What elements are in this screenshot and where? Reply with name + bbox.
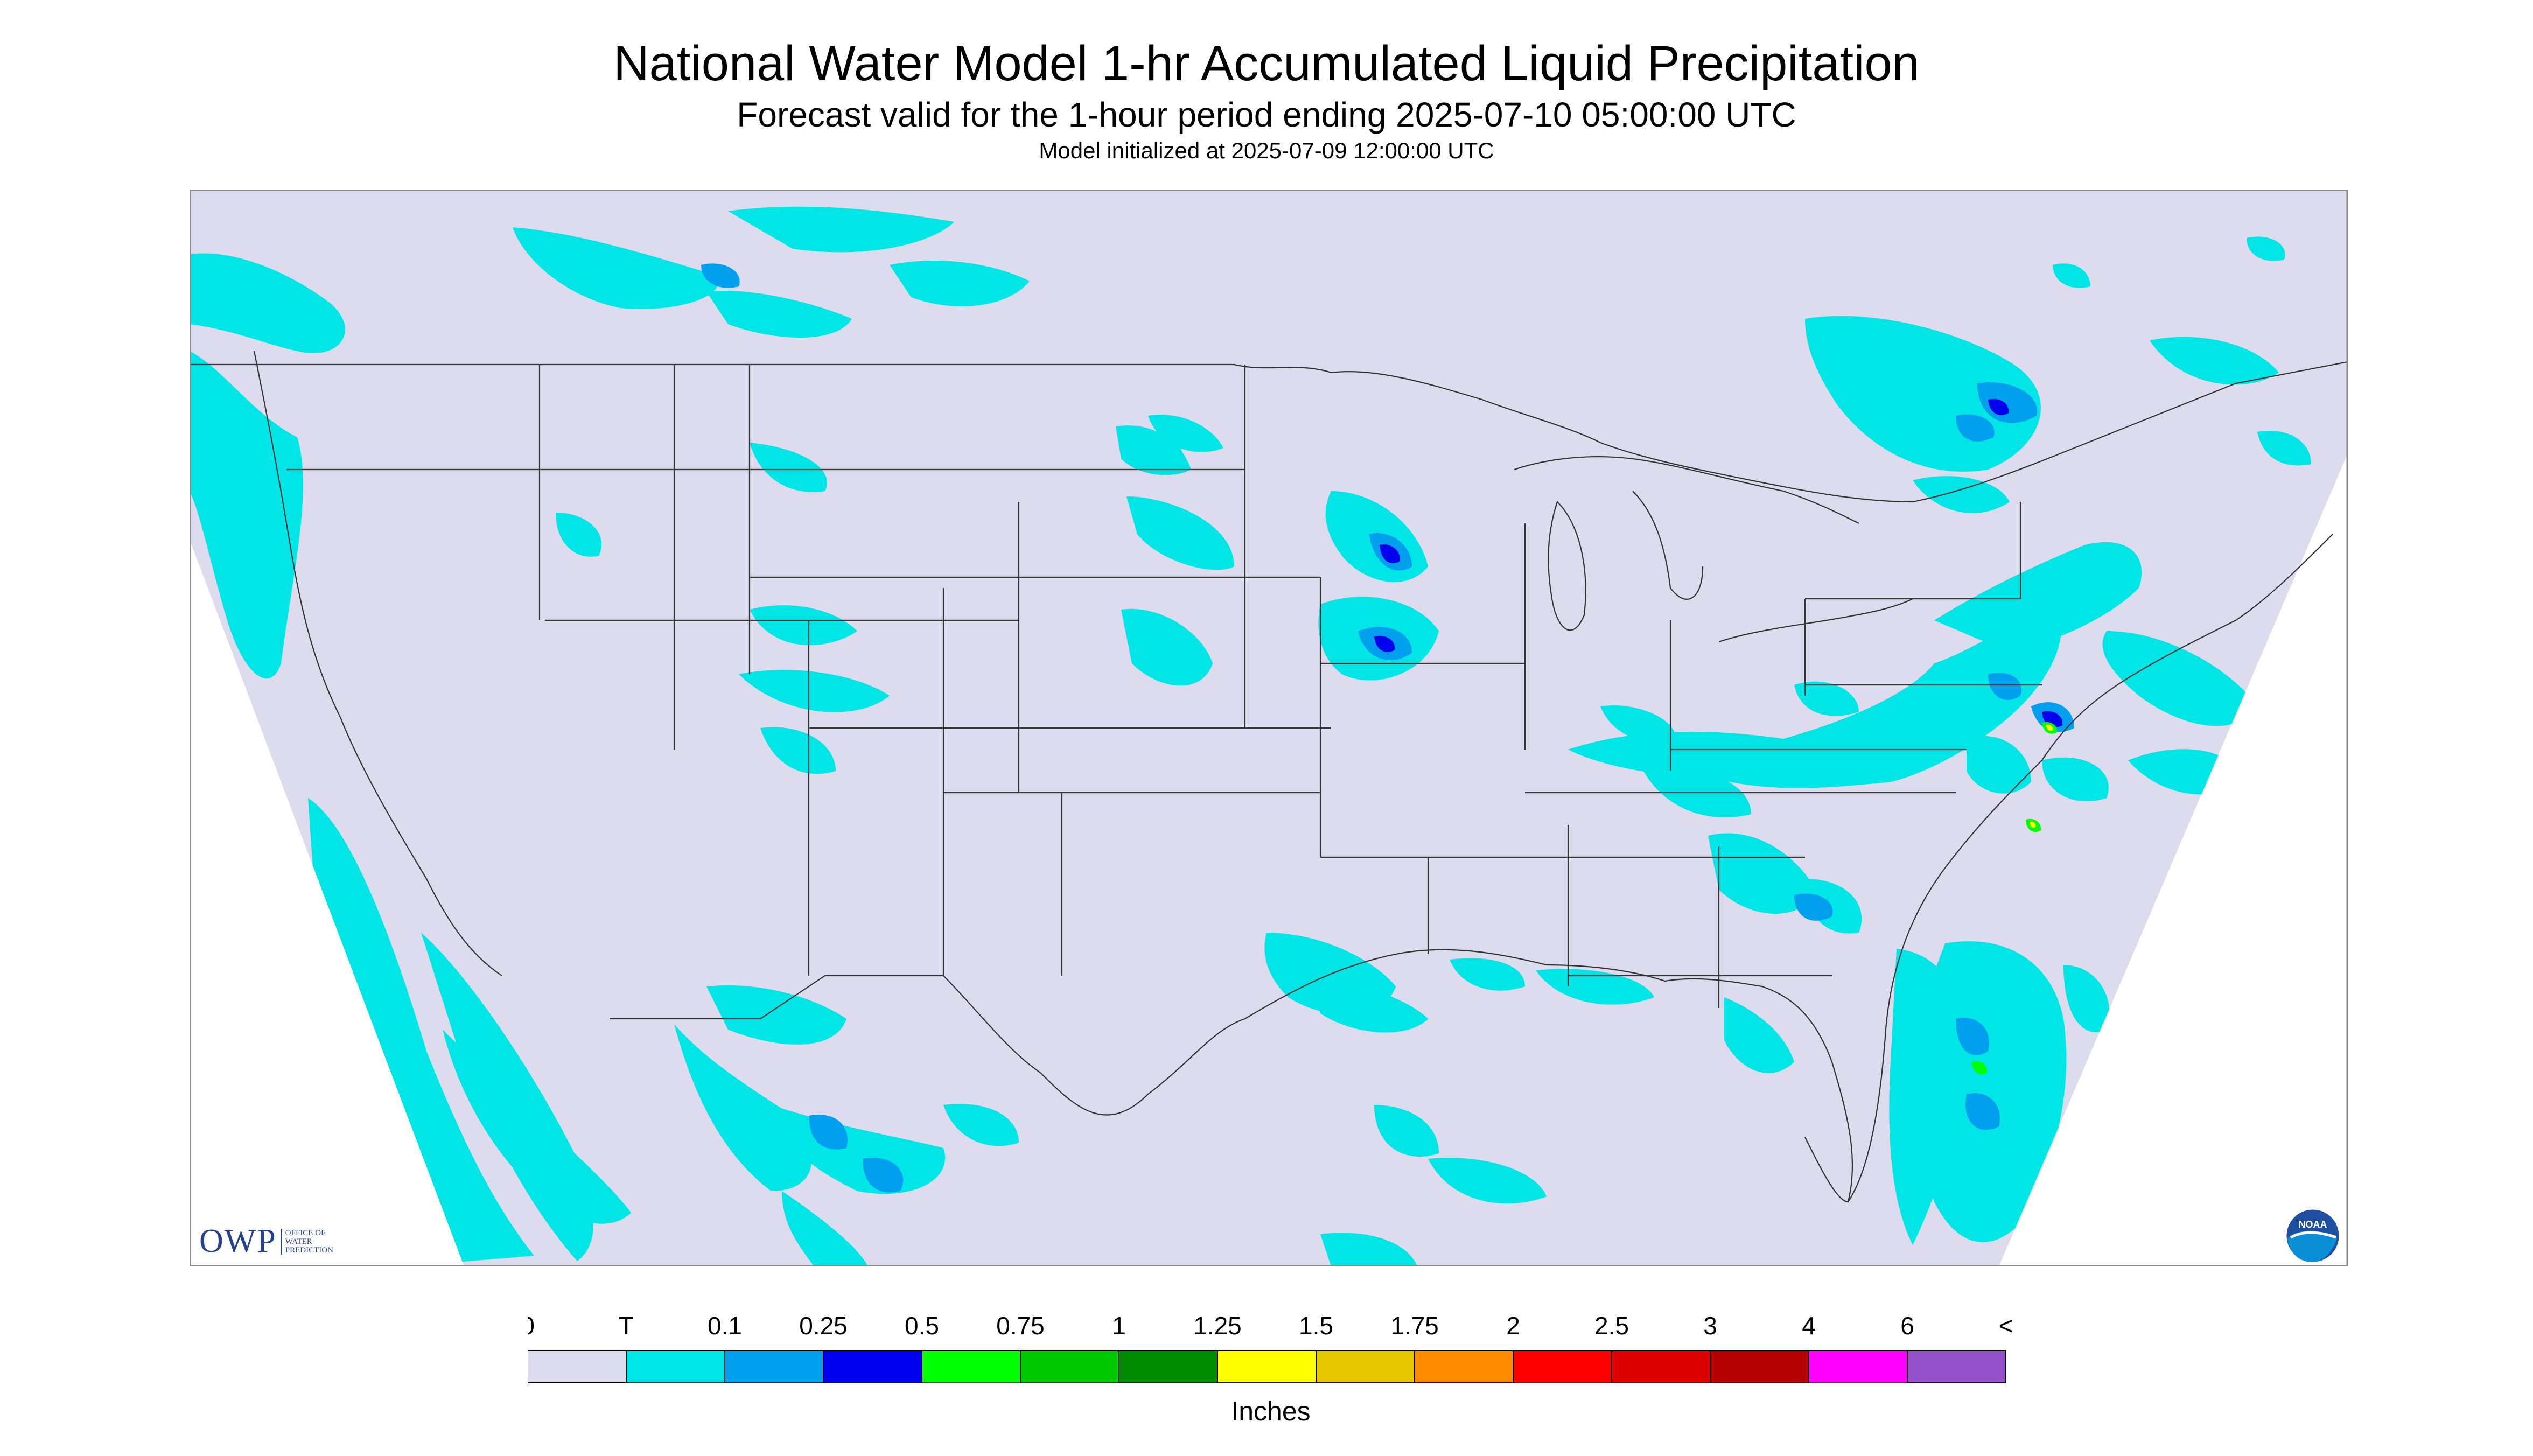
map-subtitle: Forecast valid for the 1-hour period end… — [737, 95, 1796, 134]
legend-swatch — [1611, 1350, 1711, 1383]
boundary-lines — [190, 351, 2348, 1203]
owp-logo-subtext-3: PREDICTION — [285, 1245, 333, 1255]
init-time: Model initialized at 2025-07-09 12:00:00… — [1039, 138, 1494, 163]
precip-moderate-areas — [1374, 398, 2063, 727]
projection-mask-right — [1999, 453, 2348, 1266]
owp-logo: OWP OFFICE OF WATER PREDICTION — [199, 1222, 333, 1261]
legend-tick-label: 0.75 — [996, 1312, 1045, 1340]
color-legend: 0 T 0.1 0.25 0.5 0.75 1 1.25 1.5 1.75 2 2.5 3 4 6 < Inch… — [528, 1312, 2013, 1422]
legend-tick-label: 2.5 — [1594, 1312, 1629, 1340]
legend-swatch — [1217, 1350, 1317, 1383]
precip-light-areas — [701, 263, 2074, 1193]
legend-tick-label: 1.75 — [1390, 1312, 1439, 1340]
legend-tick-label: 0 — [528, 1312, 535, 1340]
map-frame — [190, 190, 2348, 1266]
legend-tick-label: 1.25 — [1193, 1312, 1242, 1340]
legend-tick-label: 3 — [1703, 1312, 1717, 1340]
legend-swatch — [528, 1350, 627, 1383]
legend-swatch — [1316, 1350, 1415, 1383]
noaa-logo-text: NOAA — [2299, 1219, 2327, 1230]
legend-swatch — [1907, 1350, 2006, 1383]
legend-tick-label: 2 — [1506, 1312, 1520, 1340]
noaa-logo: NOAA — [2285, 1208, 2341, 1264]
legend-tick-label: 0.25 — [799, 1312, 848, 1340]
legend-swatch — [1710, 1350, 1809, 1383]
legend-swatch — [1513, 1350, 1612, 1383]
owp-logo-subtext-2: WATER — [285, 1237, 312, 1246]
legend-tick-label: 6 — [1900, 1312, 1914, 1340]
precip-very-heavy-areas — [2030, 724, 2053, 828]
owp-logo-text: OWP — [199, 1223, 277, 1259]
legend-swatch — [1808, 1350, 1908, 1383]
legend-swatch — [1414, 1350, 1514, 1383]
precipitation-map — [190, 190, 2348, 1266]
legend-tick-label: 4 — [1802, 1312, 1816, 1340]
legend-swatch — [1020, 1350, 1119, 1383]
legend-swatch — [823, 1350, 922, 1383]
legend-tick-label: T — [619, 1312, 634, 1340]
legend-unit-label: Inches — [1231, 1396, 1310, 1422]
legend-tick-label: 0.5 — [905, 1312, 939, 1340]
legend-tick-label: 1 — [1112, 1312, 1126, 1340]
owp-logo-subtext-1: OFFICE OF — [285, 1228, 326, 1237]
legend-tick-label: < — [1999, 1312, 2013, 1340]
legend-swatch — [921, 1350, 1021, 1383]
map-title: National Water Model 1-hr Accumulated Li… — [613, 36, 1920, 91]
legend-tick-label: 0.1 — [708, 1312, 742, 1340]
legend-swatch — [626, 1350, 725, 1383]
legend-tick-label: 1.5 — [1299, 1312, 1333, 1340]
legend-swatch — [724, 1350, 824, 1383]
legend-swatch — [1118, 1350, 1218, 1383]
projection-mask-left — [190, 540, 464, 1266]
